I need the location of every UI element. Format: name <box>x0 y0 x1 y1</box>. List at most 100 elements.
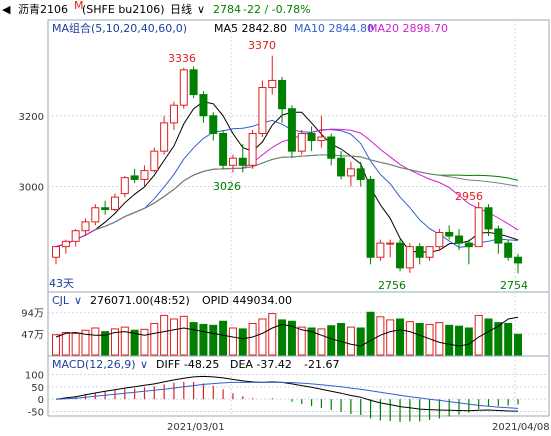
volume-bar <box>199 323 208 356</box>
volume-bars <box>52 311 522 356</box>
volume-bar <box>258 318 267 356</box>
volume-bar <box>514 333 522 356</box>
candle-body <box>110 196 119 211</box>
ma60-line <box>95 154 519 231</box>
volume-bar <box>494 322 503 356</box>
ma-group-label[interactable]: MA组合(5,10,20,40,60,0) <box>52 21 187 35</box>
volume-bar <box>52 334 60 356</box>
candle-body <box>346 168 355 177</box>
volume-bar <box>160 314 169 356</box>
macd-label[interactable]: MACD(12,26,9) <box>52 358 136 371</box>
price-tick-label: 3000 <box>19 183 44 194</box>
candlestick-series <box>52 55 522 274</box>
candle-body <box>396 242 405 269</box>
macd-diff-value: DIFF -48.25 <box>156 358 219 371</box>
volume-bar <box>405 321 414 356</box>
volume-bar <box>464 327 473 356</box>
volume-bar <box>81 329 90 356</box>
annotation-low-3: 2754 <box>500 279 528 292</box>
candle-body <box>179 69 188 106</box>
chevron-down-icon[interactable]: ∨ <box>197 3 205 16</box>
candle-body <box>228 157 237 166</box>
candle-body <box>356 168 365 180</box>
volume-bar <box>484 318 493 356</box>
volume-bar <box>120 326 129 356</box>
volume-bar <box>366 311 375 356</box>
instrument-name: 沥青2106 <box>18 3 68 16</box>
price-tick-label: 3200 <box>19 112 44 123</box>
volume-bar <box>297 326 306 356</box>
main-contract-badge: M <box>74 0 84 12</box>
price-change: -22 / -0.78% <box>243 3 311 16</box>
candle-body <box>484 207 493 230</box>
candle-body <box>219 132 228 166</box>
candle-body <box>61 240 70 248</box>
last-price: 2784 <box>213 3 241 16</box>
macd-tick-label: 0 <box>38 395 44 406</box>
moving-average-lines <box>55 101 519 253</box>
volume-bar <box>307 327 316 356</box>
volume-bar <box>150 323 159 356</box>
candle-body <box>435 231 444 248</box>
candle-body <box>376 242 385 258</box>
volume-bar <box>268 313 277 356</box>
candle-body <box>169 104 178 124</box>
back-arrow-icon[interactable]: ◀ <box>2 3 11 16</box>
axis-labels: 3000 3200 94万 47万 100 500 -50 <box>19 112 44 419</box>
candle-body <box>258 87 267 134</box>
candle-body <box>297 132 306 152</box>
chevron-down-icon[interactable]: ∨ <box>140 358 148 371</box>
candle-body <box>140 170 149 180</box>
candle-body <box>209 115 218 134</box>
volume-bar <box>71 332 80 356</box>
candle-body <box>199 94 208 117</box>
volume-tick-label: 94万 <box>21 309 44 320</box>
volume-bar <box>415 323 424 356</box>
macd-series <box>55 375 519 422</box>
macd-tick-label: -50 <box>28 408 44 419</box>
volume-bar <box>248 323 257 356</box>
candle-body <box>337 157 346 177</box>
volume-bar <box>61 332 70 356</box>
ma5-value: MA5 2842.80 <box>214 22 287 35</box>
volume-bar <box>376 316 385 356</box>
macd-tick-label: 100 <box>25 370 44 381</box>
candle-body <box>474 207 483 248</box>
candle-body <box>287 108 296 152</box>
annotation-high-2: 3370 <box>248 39 276 52</box>
volume-bar <box>445 324 454 356</box>
volume-bar <box>189 322 198 356</box>
chevron-down-icon[interactable]: ∨ <box>74 294 82 307</box>
candle-body <box>101 207 110 211</box>
candle-body <box>248 132 257 166</box>
candle-body <box>464 242 473 248</box>
volume-bar <box>356 327 365 356</box>
volume-bar <box>337 323 346 356</box>
macd-hist-value: -21.67 <box>304 358 339 371</box>
volume-bar <box>91 327 100 356</box>
volume-bar <box>504 323 513 356</box>
volume-bar <box>209 324 218 356</box>
volume-bar <box>110 328 119 356</box>
candle-body <box>514 256 522 264</box>
candle-body <box>327 136 336 159</box>
candle-body <box>425 246 434 258</box>
candle-body <box>52 246 60 258</box>
volume-bar <box>140 328 149 356</box>
instrument-code: (SHFE bu2106) <box>82 3 165 16</box>
volume-bar <box>278 319 287 356</box>
volume-bar <box>317 328 326 356</box>
annotation-high-1: 3336 <box>168 52 196 65</box>
candle-body <box>366 178 375 258</box>
cjl-label[interactable]: CJL <box>52 294 70 307</box>
candle-body <box>150 150 159 172</box>
candle-body <box>386 242 395 245</box>
candle-body <box>504 242 513 258</box>
period-selector[interactable]: 日线 <box>170 2 192 16</box>
volume-bar <box>346 326 355 356</box>
candle-body <box>238 157 247 166</box>
macd-dea-line <box>55 381 519 409</box>
volume-bar <box>228 327 237 356</box>
volume-bar <box>327 325 336 356</box>
